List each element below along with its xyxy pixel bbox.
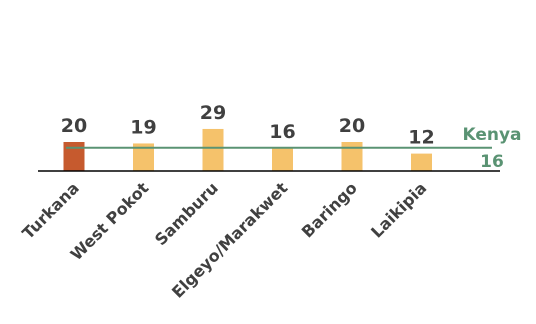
- category-label: Baringo: [298, 178, 361, 241]
- category-label: Laikipia: [367, 178, 430, 241]
- kenya-reference-label: Kenya: [462, 125, 521, 145]
- bar-elgeyo-marakwet: [272, 147, 293, 171]
- bar-laikipia: [411, 153, 432, 171]
- value-label: 20: [61, 115, 87, 137]
- value-label: 20: [339, 115, 365, 137]
- bar-samburu: [202, 128, 224, 171]
- category-label: Samburu: [151, 178, 222, 249]
- bars-group: [63, 128, 432, 171]
- bar-turkana: [63, 142, 85, 171]
- value-labels-group: 20 19 29 16 20 12: [61, 102, 435, 149]
- bar-west-pokot: [133, 143, 154, 171]
- value-label: 16: [269, 121, 295, 143]
- value-label: 29: [200, 102, 226, 124]
- category-label: Turkana: [18, 178, 82, 242]
- category-label: Elgeyo/Marakwet: [168, 178, 292, 302]
- value-label: 19: [130, 116, 156, 138]
- bar-baringo: [341, 142, 363, 171]
- value-label: 12: [408, 127, 434, 149]
- kenya-reference-value: 16: [480, 152, 504, 172]
